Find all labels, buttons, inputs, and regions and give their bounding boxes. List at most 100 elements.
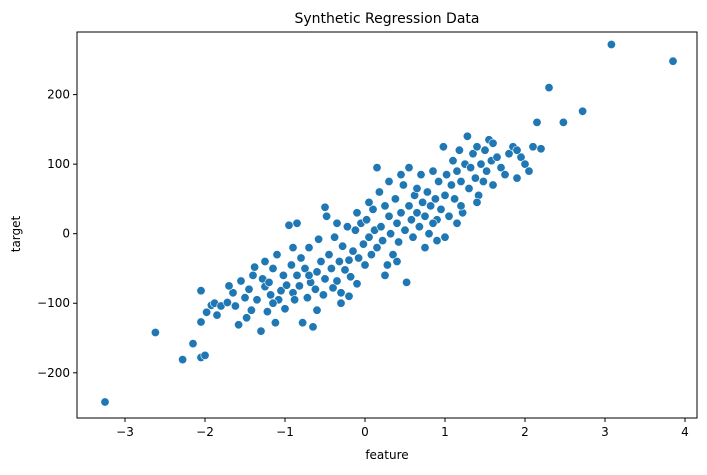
data-point-152 <box>536 144 546 154</box>
data-point-62 <box>332 276 342 286</box>
data-point-85 <box>378 236 388 246</box>
y-tick-label: 0 <box>62 227 70 241</box>
data-point-186 <box>488 138 498 148</box>
data-point-116 <box>440 190 450 200</box>
y-tick-label: 100 <box>47 157 70 171</box>
axis-ticks: −3 −2 −1 0 1 2 3 4 −200 −100 0 100 200 <box>37 88 689 439</box>
x-tick-label: 1 <box>441 425 449 439</box>
data-point-131 <box>470 173 480 183</box>
data-point-140 <box>488 180 498 190</box>
data-points <box>100 39 678 407</box>
data-point-164 <box>352 208 362 218</box>
data-point-45 <box>298 318 308 328</box>
data-point-136 <box>480 145 490 155</box>
data-point-157 <box>668 56 678 66</box>
data-point-108 <box>424 229 434 239</box>
data-point-181 <box>292 218 302 228</box>
data-point-161 <box>288 243 298 253</box>
data-point-134 <box>476 159 486 169</box>
data-point-141 <box>492 152 502 162</box>
data-point-55 <box>318 290 328 300</box>
data-point-129 <box>466 163 476 173</box>
data-point-147 <box>516 152 526 162</box>
data-point-182 <box>344 291 354 301</box>
data-point-142 <box>496 163 506 173</box>
data-point-185 <box>428 218 438 228</box>
data-point-124 <box>456 177 466 187</box>
data-point-148 <box>520 159 530 169</box>
data-point-63 <box>334 256 344 266</box>
data-point-36 <box>280 304 290 314</box>
data-point-118 <box>444 211 454 221</box>
data-point-162 <box>312 305 322 315</box>
data-point-187 <box>512 145 522 155</box>
data-point-48 <box>304 243 314 253</box>
data-point-167 <box>412 184 422 194</box>
data-point-68 <box>344 255 354 265</box>
data-point-27 <box>262 307 272 317</box>
data-point-8 <box>202 307 212 317</box>
data-point-174 <box>332 218 342 228</box>
data-point-60 <box>328 283 338 293</box>
data-point-177 <box>404 163 414 173</box>
data-point-159 <box>248 270 258 280</box>
data-point-143 <box>500 170 510 180</box>
data-point-153 <box>544 83 554 93</box>
data-point-1 <box>150 327 160 337</box>
data-point-18 <box>240 293 250 303</box>
data-point-3 <box>188 339 198 349</box>
data-point-6 <box>196 317 206 327</box>
data-point-58 <box>324 250 334 260</box>
data-point-54 <box>316 256 326 266</box>
data-point-42 <box>292 270 302 280</box>
data-point-105 <box>418 197 428 207</box>
x-tick-label: −2 <box>196 425 214 439</box>
data-point-51 <box>310 284 320 294</box>
data-point-86 <box>380 201 390 211</box>
data-point-113 <box>434 177 444 187</box>
data-point-56 <box>320 274 330 284</box>
data-point-150 <box>528 142 538 152</box>
y-axis-label: target <box>9 215 23 252</box>
data-point-82 <box>372 243 382 253</box>
data-point-180 <box>456 201 466 211</box>
data-point-109 <box>426 201 436 211</box>
data-point-64 <box>336 298 346 308</box>
data-point-61 <box>330 232 340 242</box>
data-point-155 <box>578 106 588 116</box>
data-point-37 <box>282 280 292 290</box>
data-point-178 <box>420 243 430 253</box>
y-tick-label: −100 <box>37 296 70 310</box>
data-point-158 <box>224 281 234 291</box>
data-point-92 <box>392 218 402 228</box>
x-tick-label: 0 <box>361 425 369 439</box>
data-point-21 <box>246 305 256 315</box>
data-point-79 <box>366 250 376 260</box>
data-point-160 <box>268 298 278 308</box>
data-point-39 <box>286 260 296 270</box>
data-point-5 <box>200 350 210 360</box>
data-point-30 <box>268 263 278 273</box>
x-tick-label: 2 <box>521 425 529 439</box>
data-point-149 <box>524 166 534 176</box>
data-point-100 <box>408 232 418 242</box>
data-point-46 <box>300 263 310 273</box>
data-point-163 <box>336 288 346 298</box>
data-point-73 <box>354 253 364 263</box>
data-point-69 <box>346 272 356 282</box>
data-point-78 <box>364 232 374 242</box>
data-point-99 <box>406 215 416 225</box>
data-point-53 <box>314 234 324 244</box>
data-point-19 <box>242 313 252 323</box>
data-point-107 <box>422 187 432 197</box>
data-point-34 <box>276 286 286 296</box>
data-point-75 <box>358 239 368 249</box>
data-point-183 <box>380 270 390 280</box>
data-point-29 <box>266 290 276 300</box>
data-point-123 <box>454 145 464 155</box>
data-point-130 <box>468 149 478 159</box>
data-point-104 <box>416 170 426 180</box>
data-point-128 <box>464 184 474 194</box>
data-point-168 <box>432 236 442 246</box>
